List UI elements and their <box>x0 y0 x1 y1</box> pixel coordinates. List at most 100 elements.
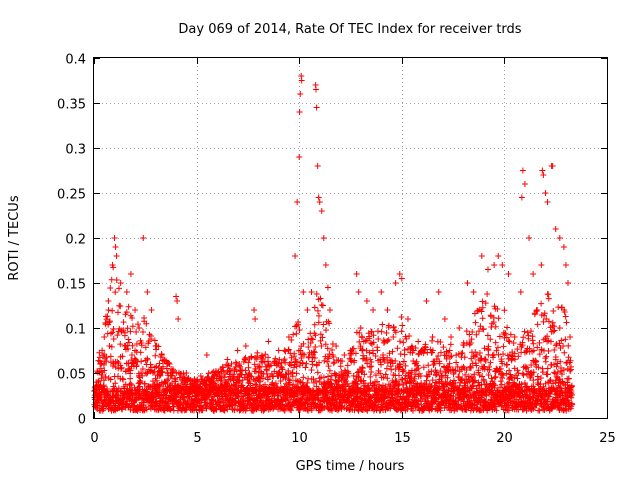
data-point <box>242 354 249 361</box>
data-point <box>307 340 314 347</box>
data-point <box>471 371 478 378</box>
data-point <box>397 351 404 358</box>
data-point <box>115 385 122 392</box>
data-point <box>519 339 526 346</box>
data-point <box>136 325 143 331</box>
data-point <box>469 329 476 336</box>
data-point <box>127 328 134 335</box>
data-point <box>301 351 308 358</box>
data-point <box>484 266 491 273</box>
data-point <box>447 354 454 361</box>
data-point <box>506 338 513 345</box>
data-point <box>172 378 179 385</box>
data-point <box>475 367 482 374</box>
data-point <box>433 379 440 386</box>
data-point <box>540 318 547 325</box>
data-point <box>147 361 154 368</box>
data-point <box>534 373 541 380</box>
data-point <box>127 367 134 374</box>
data-point <box>557 368 564 375</box>
data-point <box>168 380 175 387</box>
data-point <box>535 376 542 383</box>
data-point <box>486 366 493 373</box>
data-point <box>447 341 454 348</box>
data-point <box>129 323 136 330</box>
data-point <box>534 307 541 313</box>
data-point <box>399 376 406 383</box>
data-point <box>363 354 370 361</box>
x-tick-label: 0 <box>90 431 98 446</box>
data-point <box>461 354 468 361</box>
data-point <box>236 360 243 367</box>
y-tick-label: 0.4 <box>65 53 86 68</box>
data-point <box>359 364 366 371</box>
data-point <box>490 319 497 326</box>
data-point <box>384 307 391 313</box>
data-point <box>554 396 561 403</box>
data-point <box>505 337 512 344</box>
data-point <box>536 351 543 358</box>
data-point <box>539 167 546 174</box>
data-point <box>104 313 111 320</box>
data-point <box>353 271 360 277</box>
data-point <box>372 352 379 359</box>
data-point <box>545 295 552 302</box>
data-point <box>526 345 533 352</box>
data-point <box>557 384 564 391</box>
data-point <box>497 365 504 372</box>
data-point <box>146 331 153 338</box>
data-point <box>470 289 477 295</box>
data-point <box>305 407 312 414</box>
data-point <box>368 368 375 375</box>
data-point <box>320 321 327 328</box>
data-point <box>475 307 482 314</box>
data-point <box>501 307 508 314</box>
data-point <box>534 321 541 328</box>
data-point <box>109 307 116 314</box>
data-point <box>101 334 108 340</box>
y-tick-label: 0 <box>78 413 86 428</box>
data-point <box>173 293 180 300</box>
data-point <box>313 290 320 297</box>
data-point <box>427 346 434 353</box>
data-point <box>433 370 440 377</box>
data-point <box>492 373 499 380</box>
data-point <box>521 379 528 386</box>
data-point <box>321 357 328 364</box>
data-point <box>415 351 422 358</box>
y-tick-label: 0.25 <box>57 188 86 203</box>
data-point <box>119 406 126 413</box>
data-point <box>244 385 251 392</box>
data-point <box>324 358 331 365</box>
data-point <box>357 343 364 350</box>
data-point <box>543 353 550 360</box>
data-point <box>260 355 267 362</box>
data-point <box>120 319 127 326</box>
data-point <box>412 371 419 378</box>
data-point <box>519 370 526 377</box>
data-point <box>317 295 324 302</box>
data-point <box>414 362 421 369</box>
data-point <box>377 359 384 366</box>
data-point <box>503 334 510 341</box>
data-point <box>303 360 310 367</box>
data-point <box>164 377 171 384</box>
data-point <box>530 340 537 347</box>
data-point <box>323 327 330 334</box>
data-point <box>482 357 489 364</box>
data-point <box>243 405 250 412</box>
data-point <box>242 343 249 349</box>
data-point <box>526 235 533 241</box>
data-point <box>134 321 141 328</box>
data-point <box>498 403 505 410</box>
data-point <box>404 316 411 322</box>
data-point <box>351 357 358 364</box>
data-point <box>333 343 340 349</box>
data-point <box>296 406 303 413</box>
data-point <box>500 350 507 357</box>
data-point <box>144 356 151 363</box>
data-point <box>143 320 150 327</box>
data-point <box>136 383 143 390</box>
data-point <box>492 339 499 346</box>
data-point <box>403 335 410 342</box>
